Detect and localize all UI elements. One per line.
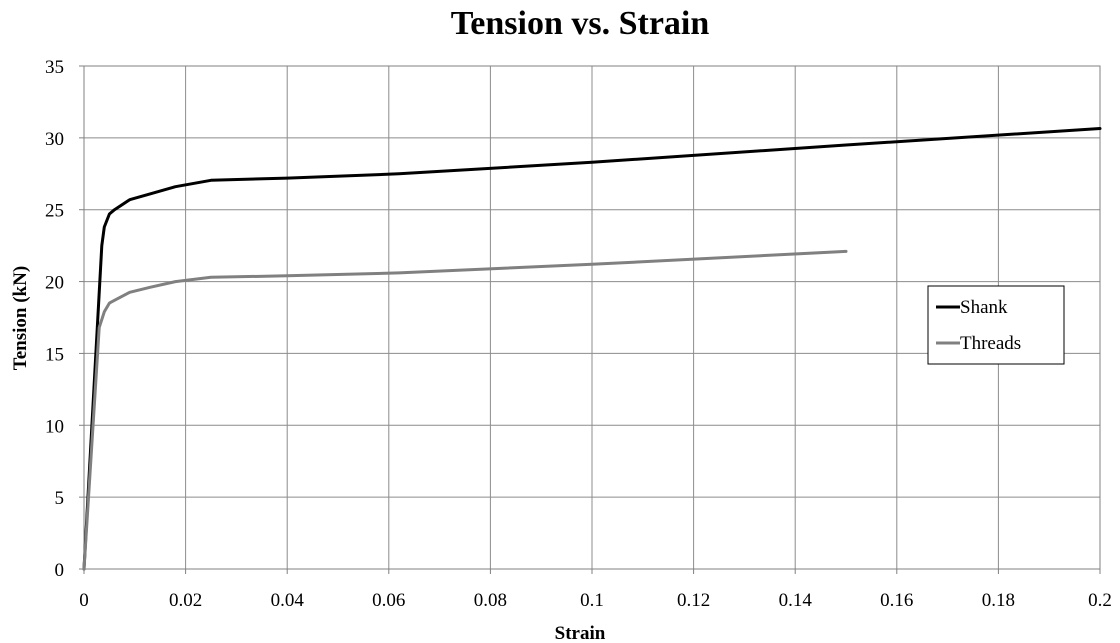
- y-tick-label: 10: [45, 416, 64, 437]
- y-tick-label: 15: [45, 344, 64, 365]
- y-tick-label: 5: [55, 488, 65, 509]
- x-tick-label: 0.04: [271, 590, 305, 611]
- y-tick-label: 25: [45, 201, 64, 222]
- x-tick-label: 0.18: [982, 590, 1015, 611]
- x-tick-label: 0.16: [880, 590, 913, 611]
- y-axis-label: Tension (kN): [10, 266, 31, 370]
- y-axis-ticks: 0 5 10 15 20 25 30 35: [45, 57, 84, 581]
- x-tick-label: 0.08: [474, 590, 507, 611]
- y-tick-label: 20: [45, 273, 64, 294]
- x-axis-ticks: 0 0.02 0.04 0.06 0.08 0.1 0.12 0.14 0.16 0.18 0.2: [79, 569, 1112, 611]
- legend: Shank Threads: [927, 285, 1065, 365]
- chart-title: Tension vs. Strain: [451, 5, 710, 42]
- gridlines: [84, 66, 1100, 569]
- legend-label-shank: Shank: [960, 297, 1008, 318]
- y-tick-label: 35: [45, 57, 64, 78]
- x-tick-label: 0.1: [580, 590, 604, 611]
- x-tick-label: 0: [79, 590, 89, 611]
- series-line-threads: [82, 249, 848, 571]
- legend-label-threads: Threads: [960, 333, 1021, 354]
- y-tick-label: 30: [45, 129, 64, 150]
- legend-box: [927, 285, 1065, 365]
- x-axis-label: Strain: [555, 623, 606, 643]
- x-tick-label: 0.06: [372, 590, 405, 611]
- x-tick-label: 0.02: [169, 590, 202, 611]
- series-layer: [82, 127, 1102, 571]
- x-tick-label: 0.2: [1088, 590, 1112, 611]
- x-tick-label: 0.12: [677, 590, 710, 611]
- series-line-shank: [82, 127, 1102, 571]
- y-tick-label: 0: [55, 560, 65, 581]
- x-tick-label: 0.14: [779, 590, 813, 611]
